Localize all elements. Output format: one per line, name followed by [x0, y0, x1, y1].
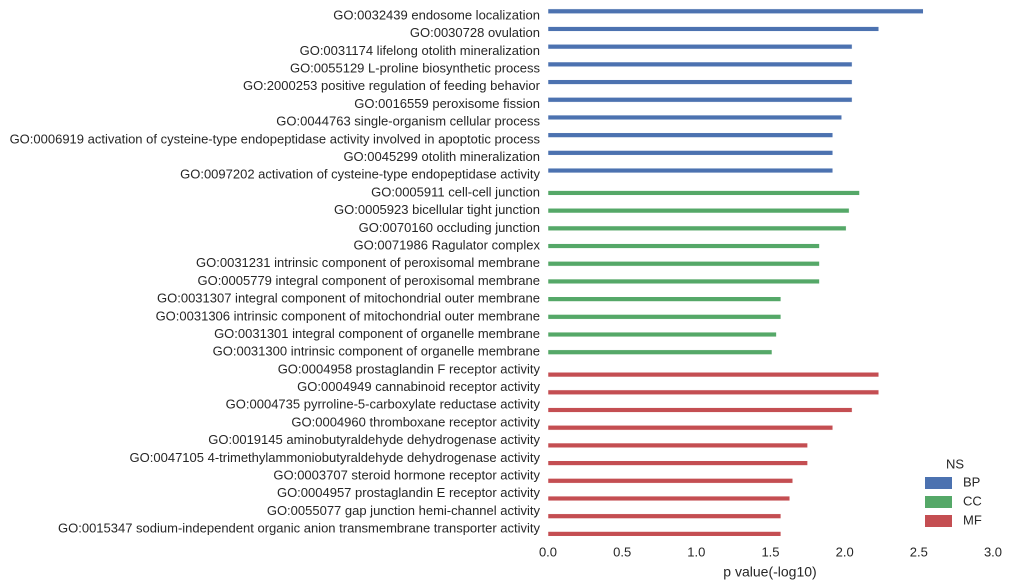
bar	[547, 167, 834, 174]
x-tick-label: 0.0	[539, 544, 557, 559]
bar	[547, 225, 847, 231]
x-tick-label: 0.5	[613, 544, 631, 559]
bar	[547, 261, 820, 267]
legend-swatch	[925, 496, 952, 508]
y-tick-label: GO:0004949 cannabinoid receptor activity	[297, 379, 540, 394]
bar	[547, 150, 834, 156]
bar	[547, 460, 808, 466]
legend-label: MF	[963, 512, 982, 527]
bar	[547, 425, 834, 431]
bar	[547, 243, 820, 249]
bar	[547, 208, 850, 214]
y-tick-label: GO:0004735 pyrroline-5-carboxylate reduc…	[226, 397, 541, 412]
y-tick-label: GO:0047105 4-trimethylammoniobutyraldehy…	[130, 450, 541, 465]
y-tick-label: GO:0004960 thromboxane receptor activity	[291, 414, 540, 429]
bar	[547, 296, 782, 302]
x-tick-label: 1.5	[761, 544, 779, 559]
bar	[547, 61, 853, 67]
bar	[547, 114, 842, 121]
bar	[547, 407, 853, 413]
y-tick-label: GO:0005779 integral component of peroxis…	[197, 273, 540, 288]
y-tick-label: GO:0004957 prostaglandin E receptor acti…	[277, 485, 541, 500]
x-tick-label: 2.5	[910, 544, 928, 559]
y-tick-label: GO:2000253 positive regulation of feedin…	[243, 78, 541, 93]
y-tick-label: GO:0015347 sodium-independent organic an…	[58, 521, 540, 536]
bar	[547, 389, 880, 395]
bar	[547, 349, 773, 355]
y-tick-label: GO:0005923 bicellular tight junction	[334, 202, 540, 217]
y-tick-label: GO:0003707 steroid hormone receptor acti…	[273, 468, 540, 483]
bar	[547, 79, 853, 85]
legend-swatch	[925, 477, 952, 489]
y-tick-label: GO:0071986 Ragulator complex	[354, 237, 541, 252]
bar	[547, 513, 782, 519]
bar	[547, 531, 782, 537]
y-tick-label: GO:0019145 aminobutyraldehyde dehydrogen…	[208, 432, 540, 447]
legend-swatch	[925, 515, 952, 527]
y-tick-label: GO:0006919 activation of cysteine-type e…	[10, 131, 541, 146]
y-tick-label: GO:0031301 integral component of organel…	[214, 326, 540, 341]
x-axis-label: p value(-log10)	[723, 564, 816, 580]
legend-label: BP	[963, 474, 980, 489]
bar	[547, 442, 808, 449]
bar	[547, 478, 793, 484]
y-tick-label: GO:0097202 activation of cysteine-type e…	[180, 167, 540, 182]
x-tick-label: 2.0	[836, 544, 854, 559]
y-tick-label: GO:0070160 occluding junction	[359, 220, 540, 235]
bar	[547, 190, 860, 196]
x-tick-label: 1.0	[687, 544, 705, 559]
bar	[547, 314, 782, 320]
y-tick-label: GO:0005911 cell-cell junction	[371, 184, 540, 199]
x-tick-label: 3.0	[984, 544, 1002, 559]
bar	[547, 278, 820, 285]
y-tick-label: GO:0031174 lifelong otolith mineralizati…	[300, 43, 540, 58]
y-tick-label: GO:0031231 intrinsic component of peroxi…	[196, 255, 540, 270]
y-tick-label: GO:0032439 endosome localization	[333, 7, 540, 22]
legend-label: CC	[963, 493, 982, 508]
bar	[547, 8, 924, 14]
y-tick-label: GO:0044763 single-organism cellular proc…	[276, 114, 540, 129]
y-tick-label: GO:0055077 gap junction hemi-channel act…	[267, 503, 541, 518]
y-tick-label: GO:0031306 intrinsic component of mitoch…	[156, 308, 540, 323]
bar	[547, 26, 880, 32]
bar	[547, 44, 853, 50]
y-tick-label: GO:0016559 peroxisome fission	[354, 96, 540, 111]
y-tick-label: GO:0045299 otolith mineralization	[343, 149, 540, 164]
y-tick-label: GO:0055129 L-proline biosynthetic proces…	[290, 61, 541, 76]
y-tick-label: GO:0031307 integral component of mitocho…	[157, 291, 540, 306]
bar	[547, 372, 880, 378]
legend-title: NS	[946, 456, 964, 471]
y-tick-label: GO:0031300 intrinsic component of organe…	[213, 344, 540, 359]
bar	[547, 132, 834, 138]
bar	[547, 97, 853, 103]
y-tick-label: GO:0030728 ovulation	[410, 25, 540, 40]
bar	[547, 331, 777, 338]
y-tick-label: GO:0004958 prostaglandin F receptor acti…	[278, 361, 541, 376]
bar	[547, 495, 791, 502]
